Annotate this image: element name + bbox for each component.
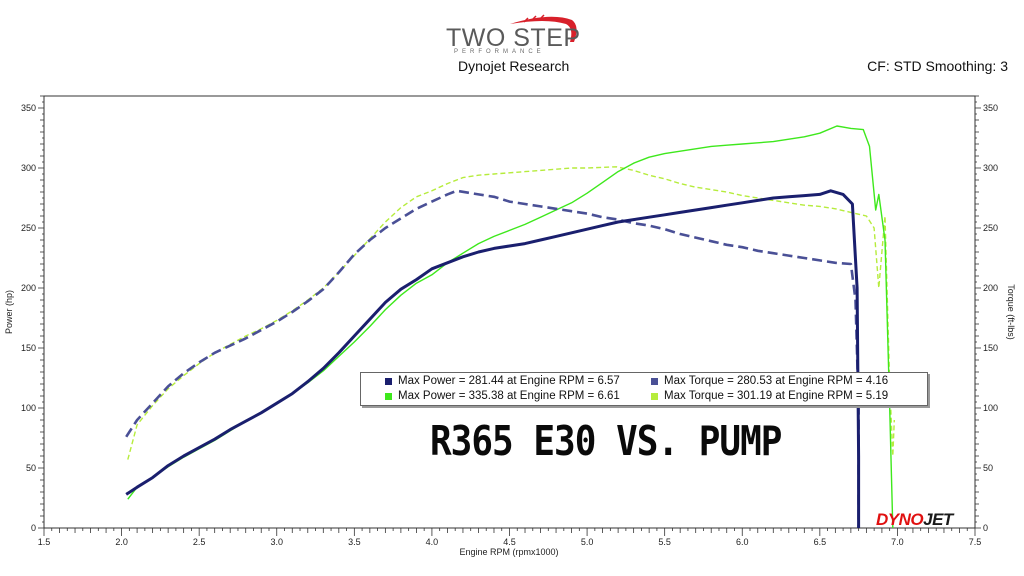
logo-swoosh-icon — [510, 14, 577, 42]
watermark-part2: JET — [923, 510, 953, 529]
y2-tick-label: 300 — [983, 163, 998, 173]
legend-swatch — [651, 377, 658, 385]
legend-swatch — [385, 377, 392, 385]
dynojet-watermark: DYNOJET — [876, 510, 953, 530]
y-axis-label: Power (hp) — [4, 290, 14, 334]
x-tick-label: 7.0 — [891, 537, 904, 547]
correction-factor: CF: STD Smoothing: 3 — [867, 58, 1008, 74]
y-tick-label: 50 — [26, 463, 36, 473]
y2-tick-label: 350 — [983, 103, 998, 113]
y2-axis-label: Torque (ft-lbs) — [1006, 284, 1016, 340]
y-tick-label: 300 — [21, 163, 36, 173]
logo-subtext: PERFORMANCE — [454, 49, 545, 55]
legend-label: Max Power = 335.38 at Engine RPM = 6.61 — [398, 390, 620, 402]
two-step-logo: TWO STEP PERFORMANCE — [440, 10, 590, 60]
plot-area — [43, 95, 976, 529]
x-axis-label: Engine RPM (rpmx1000) — [459, 547, 558, 557]
series-line — [125, 189, 860, 528]
legend-swatch — [385, 392, 392, 400]
dyno-source: Dynojet Research — [458, 58, 570, 74]
legend-label: Max Torque = 280.53 at Engine RPM = 4.16 — [664, 375, 889, 387]
legend-item: Max Power = 335.38 at Engine RPM = 6.61 — [385, 390, 620, 402]
y-tick-label: 100 — [21, 403, 36, 413]
x-tick-label: 7.5 — [969, 537, 982, 547]
x-tick-label: 4.5 — [503, 537, 516, 547]
x-tick-label: 1.5 — [38, 537, 51, 547]
y2-tick-label: 100 — [983, 403, 998, 413]
chart-title: R365 E30 VS. PUMP — [430, 418, 782, 466]
series-line — [127, 166, 895, 460]
x-tick-label: 6.5 — [814, 537, 827, 547]
logo-text: TWO STEP — [446, 24, 581, 52]
legend-label: Max Torque = 301.19 at Engine RPM = 5.19 — [664, 390, 889, 402]
y-tick-label: 0 — [31, 523, 36, 533]
legend-item: Max Torque = 280.53 at Engine RPM = 4.16 — [651, 375, 888, 387]
x-tick-label: 3.0 — [270, 537, 283, 547]
x-tick-label: 6.0 — [736, 537, 749, 547]
legend-item: Max Power = 281.44 at Engine RPM = 6.57 — [385, 375, 620, 387]
x-tick-label: 3.5 — [348, 537, 361, 547]
watermark-part1: DYNO — [876, 510, 924, 529]
y-tick-label: 350 — [21, 103, 36, 113]
x-tick-label: 2.0 — [115, 537, 128, 547]
y-tick-label: 150 — [21, 343, 36, 353]
y2-tick-label: 0 — [983, 523, 988, 533]
x-tick-label: 5.5 — [658, 537, 671, 547]
y2-tick-label: 200 — [983, 283, 998, 293]
y-tick-label: 250 — [21, 223, 36, 233]
legend-item: Max Torque = 301.19 at Engine RPM = 5.19 — [651, 390, 888, 402]
y-tick-label: 200 — [21, 283, 36, 293]
x-tick-label: 4.0 — [426, 537, 439, 547]
legend-label: Max Power = 281.44 at Engine RPM = 6.57 — [398, 375, 620, 387]
series-line — [125, 189, 861, 528]
x-tick-label: 5.0 — [581, 537, 594, 547]
x-tick-label: 2.5 — [193, 537, 206, 547]
legend: Max Power = 281.44 at Engine RPM = 6.57 … — [360, 372, 928, 406]
y2-tick-label: 150 — [983, 343, 998, 353]
y2-tick-label: 50 — [983, 463, 993, 473]
legend-swatch — [651, 392, 658, 400]
y2-tick-label: 250 — [983, 223, 998, 233]
